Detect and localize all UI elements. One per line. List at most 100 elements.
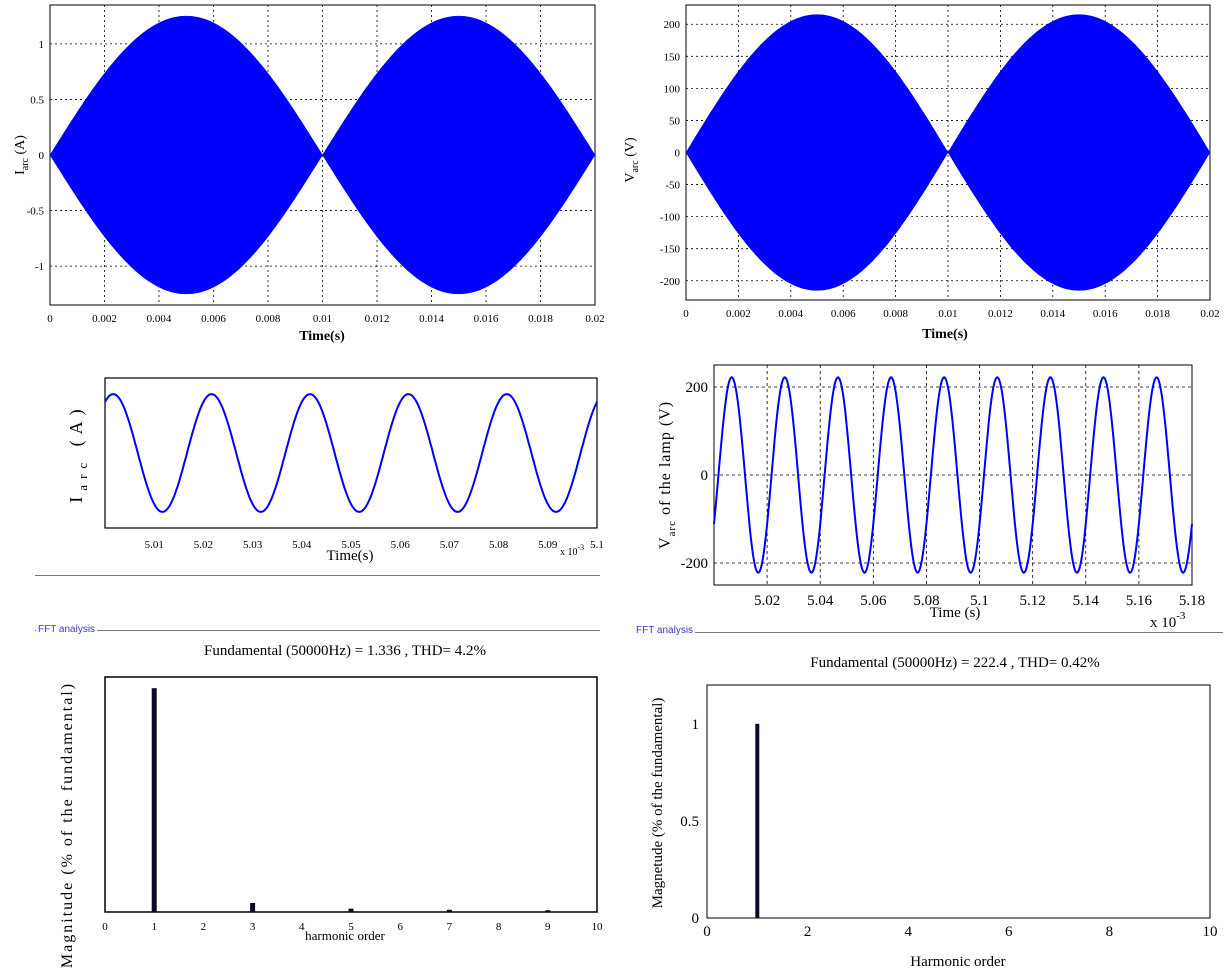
x-tick-labels: 5.02 5.04 5.06 5.08 5.1 5.12 5.14 5.16 5.18 bbox=[754, 593, 1205, 609]
x-tick-label: 0.002 bbox=[92, 313, 117, 325]
y-axis-label: Varc (V) bbox=[623, 137, 641, 183]
x-tick-label: 7 bbox=[447, 921, 453, 933]
x-axis-label: Time(s) bbox=[922, 327, 968, 342]
x-tick-label: 5.12 bbox=[1020, 593, 1046, 609]
harmonic-bar bbox=[446, 909, 452, 912]
x-tick-label: 5.14 bbox=[1073, 593, 1100, 609]
y-axis-label: Varc of the lamp (V) bbox=[657, 401, 678, 549]
x-tick-label: 5 bbox=[348, 921, 354, 933]
y-axis-label: Magnitude (% of the fundamental) bbox=[59, 682, 76, 968]
x-tick-label: 0.008 bbox=[883, 308, 908, 320]
x-tick-label: 0.006 bbox=[201, 313, 226, 325]
x-tick-label: 0.012 bbox=[988, 308, 1013, 320]
x-tick-label: 5.16 bbox=[1126, 593, 1153, 609]
x-tick-label: 5.01 bbox=[145, 539, 164, 551]
y-tick-labels: 00.51 bbox=[680, 717, 699, 927]
x-tick-label: 9 bbox=[545, 921, 551, 933]
y-tick-labels: -200 -150 -100 -50 0 50 100 150 200 bbox=[660, 19, 681, 288]
y-tick-label: 0 bbox=[692, 911, 700, 927]
x-tick-label: 4 bbox=[904, 924, 912, 940]
x-tick-labels: 0 1 2 3 4 5 6 7 8 9 10 bbox=[102, 921, 603, 933]
x-tick-label: 5.04 bbox=[807, 593, 834, 609]
x-tick-label: 5.04 bbox=[292, 539, 312, 551]
plot-frame bbox=[104, 676, 598, 913]
x-tick-label: 0.02 bbox=[585, 313, 604, 325]
bars bbox=[755, 723, 760, 918]
y-tick-labels: -200 0 200 bbox=[681, 380, 709, 572]
x-axis-label: Time(s) bbox=[327, 548, 374, 564]
x-tick-label: 1 bbox=[151, 921, 157, 933]
x-tick-labels: 0 0.002 0.004 0.006 0.008 0.01 0.012 0.014 0.016… bbox=[47, 313, 604, 325]
separator-line-right-fft bbox=[635, 632, 1223, 633]
varc-fft-svg: Fundamental (50000Hz) = 222.4 , THD= 0.4… bbox=[650, 655, 1218, 970]
iarc-fft-svg: Fundamental (50000Hz) = 1.336 , THD= 4.2… bbox=[59, 643, 603, 968]
x-axis-label: Harmonic order bbox=[910, 954, 1005, 970]
x-tick-label: 5.07 bbox=[440, 539, 460, 551]
x-tick-label: 5.03 bbox=[243, 539, 263, 551]
y-tick-label: 0 bbox=[701, 468, 709, 484]
x-tick-label: 5.06 bbox=[860, 593, 887, 609]
varc-envelope-chart: 0 0.002 0.004 0.006 0.008 0.01 0.012 0.014 0.016… bbox=[612, 0, 1225, 345]
iarc-envelope-svg: 0 0.002 0.004 0.006 0.008 0.01 0.012 0.014 0.016… bbox=[13, 4, 605, 344]
y-tick-label: 0.5 bbox=[30, 94, 44, 106]
voltage-waveform-series bbox=[713, 376, 1193, 574]
x-tick-label: 5.18 bbox=[1179, 593, 1205, 609]
x-tick-label: 8 bbox=[496, 921, 502, 933]
y-tick-label: 0.5 bbox=[680, 814, 699, 830]
x-tick-label: 0.018 bbox=[1145, 308, 1170, 320]
x-tick-labels: 5.01 5.02 5.03 5.04 5.05 5.06 5.07 5.08 5.09 5.1 bbox=[145, 539, 604, 551]
x-tick-label: 2 bbox=[804, 924, 812, 940]
plot-frame bbox=[706, 684, 1211, 919]
y-tick-label: -50 bbox=[665, 180, 680, 192]
harmonic-bar bbox=[755, 723, 760, 918]
varc-fft-chart: Fundamental (50000Hz) = 222.4 , THD= 0.4… bbox=[612, 635, 1225, 972]
x-tick-label: 3 bbox=[250, 921, 256, 933]
x-axis-label: Time(s) bbox=[299, 329, 345, 344]
y-tick-label: 100 bbox=[664, 83, 681, 95]
y-axis-label: Iarc (A) bbox=[66, 403, 90, 502]
y-tick-label: -200 bbox=[681, 556, 709, 572]
x-tick-label: 0.008 bbox=[256, 313, 281, 325]
y-tick-label: 1 bbox=[39, 39, 45, 51]
y-tick-label: 200 bbox=[686, 380, 709, 396]
x-tick-label: 0.004 bbox=[147, 313, 172, 325]
x-tick-label: 0.012 bbox=[365, 313, 390, 325]
x-tick-label: 0.014 bbox=[419, 313, 444, 325]
fft-analysis-tag-left: FFT analysis bbox=[36, 624, 98, 635]
fft-title: Fundamental (50000Hz) = 1.336 , THD= 4.2… bbox=[204, 643, 486, 659]
y-tick-label: -200 bbox=[660, 276, 681, 288]
x-tick-label: 10 bbox=[592, 921, 604, 933]
x-tick-label: 0 bbox=[683, 308, 689, 320]
x-tick-label: 4 bbox=[299, 921, 305, 933]
y-axis-label: Magnetude (% of the fundamental) bbox=[650, 698, 666, 909]
axis-exponent: x 10-3 bbox=[1150, 610, 1186, 630]
x-tick-label: 0.018 bbox=[528, 313, 553, 325]
x-tick-label: 0.004 bbox=[778, 308, 803, 320]
varc-envelope-svg: 0 0.002 0.004 0.006 0.008 0.01 0.012 0.014 0.016… bbox=[623, 4, 1220, 342]
current-envelope-series bbox=[49, 15, 596, 295]
iarc-zoom-chart: 5.01 5.02 5.03 5.04 5.05 5.06 5.07 5.08 5.09 5.1 … bbox=[0, 345, 612, 585]
x-tick-label: 0 bbox=[47, 313, 53, 325]
iarc-zoom-svg: 5.01 5.02 5.03 5.04 5.05 5.06 5.07 5.08 5.09 5.1 … bbox=[66, 377, 604, 564]
x-tick-labels: 0 2 4 6 8 10 bbox=[703, 924, 1217, 940]
x-tick-label: 5.08 bbox=[489, 539, 509, 551]
y-tick-label: -0.5 bbox=[27, 206, 45, 218]
bars bbox=[151, 688, 551, 912]
separator-line-left bbox=[35, 575, 600, 576]
x-tick-label: 5.09 bbox=[538, 539, 558, 551]
plot-frame bbox=[104, 377, 598, 529]
x-tick-label: 8 bbox=[1106, 924, 1114, 940]
axis-exponent: x 10-3 bbox=[560, 543, 584, 558]
iarc-fft-chart: Fundamental (50000Hz) = 1.336 , THD= 4.2… bbox=[0, 635, 612, 972]
varc-zoom-svg: 5.02 5.04 5.06 5.08 5.1 5.12 5.14 5.16 5.18 -200… bbox=[657, 364, 1205, 631]
current-waveform-series bbox=[104, 393, 598, 513]
x-axis-label: harmonic order bbox=[305, 928, 385, 943]
y-tick-label: 200 bbox=[664, 19, 681, 31]
y-tick-label: 0 bbox=[675, 148, 681, 160]
x-tick-label: 5.02 bbox=[754, 593, 780, 609]
y-tick-label: -150 bbox=[660, 244, 681, 256]
x-tick-label: 0.01 bbox=[313, 313, 332, 325]
x-tick-label: 0.014 bbox=[1040, 308, 1065, 320]
y-tick-label: 50 bbox=[669, 115, 681, 127]
y-tick-labels: -1 -0.5 0 0.5 1 bbox=[27, 39, 45, 273]
